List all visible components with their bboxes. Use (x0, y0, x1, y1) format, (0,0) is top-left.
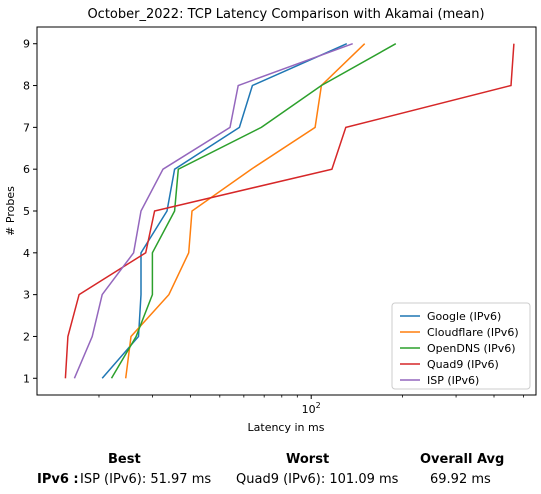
legend-entry: Quad9 (IPv6) (427, 358, 499, 371)
y-tick-label: 4 (23, 247, 30, 260)
legend-entry: Google (IPv6) (427, 310, 501, 323)
y-tick-label: 6 (23, 163, 30, 176)
summary-best-value: ISP (IPv6): 51.97 ms (80, 472, 212, 487)
y-tick-label: 2 (23, 330, 30, 343)
series-line-3 (110, 43, 397, 379)
x-axis-label: Latency in ms (248, 421, 325, 434)
series-line-1 (101, 43, 348, 379)
y-tick-label: 9 (23, 38, 30, 51)
legend-entry: ISP (IPv6) (427, 374, 479, 387)
series-line-4 (64, 43, 515, 379)
summary-overall-value: 69.92 ms (430, 472, 491, 487)
y-tick-label: 3 (23, 289, 30, 302)
summary-worst-value: Quad9 (IPv6): 101.09 ms (236, 472, 399, 487)
x-tick-label: 102 (302, 401, 321, 416)
summary-overall-header: Overall Avg (420, 452, 505, 467)
chart-title: October_2022: TCP Latency Comparison wit… (87, 7, 484, 22)
series-line-2 (124, 43, 366, 379)
y-tick-label: 8 (23, 80, 30, 93)
series-line-5 (73, 42, 353, 379)
y-tick-label: 5 (23, 205, 30, 218)
summary-worst-header: Worst (286, 452, 330, 467)
legend-box (391, 302, 531, 390)
y-tick-label: 1 (23, 372, 30, 385)
summary-best-header: Best (108, 452, 141, 467)
legend-entry: OpenDNS (IPv6) (427, 342, 516, 355)
y-tick-label: 7 (23, 121, 30, 134)
legend: Google (IPv6) Cloudflare (IPv6) OpenDNS (I… (391, 302, 531, 390)
summary-row-label: IPv6 : (37, 472, 79, 487)
legend-entry: Cloudflare (IPv6) (427, 326, 519, 339)
y-axis-label: # Probes (4, 186, 17, 236)
